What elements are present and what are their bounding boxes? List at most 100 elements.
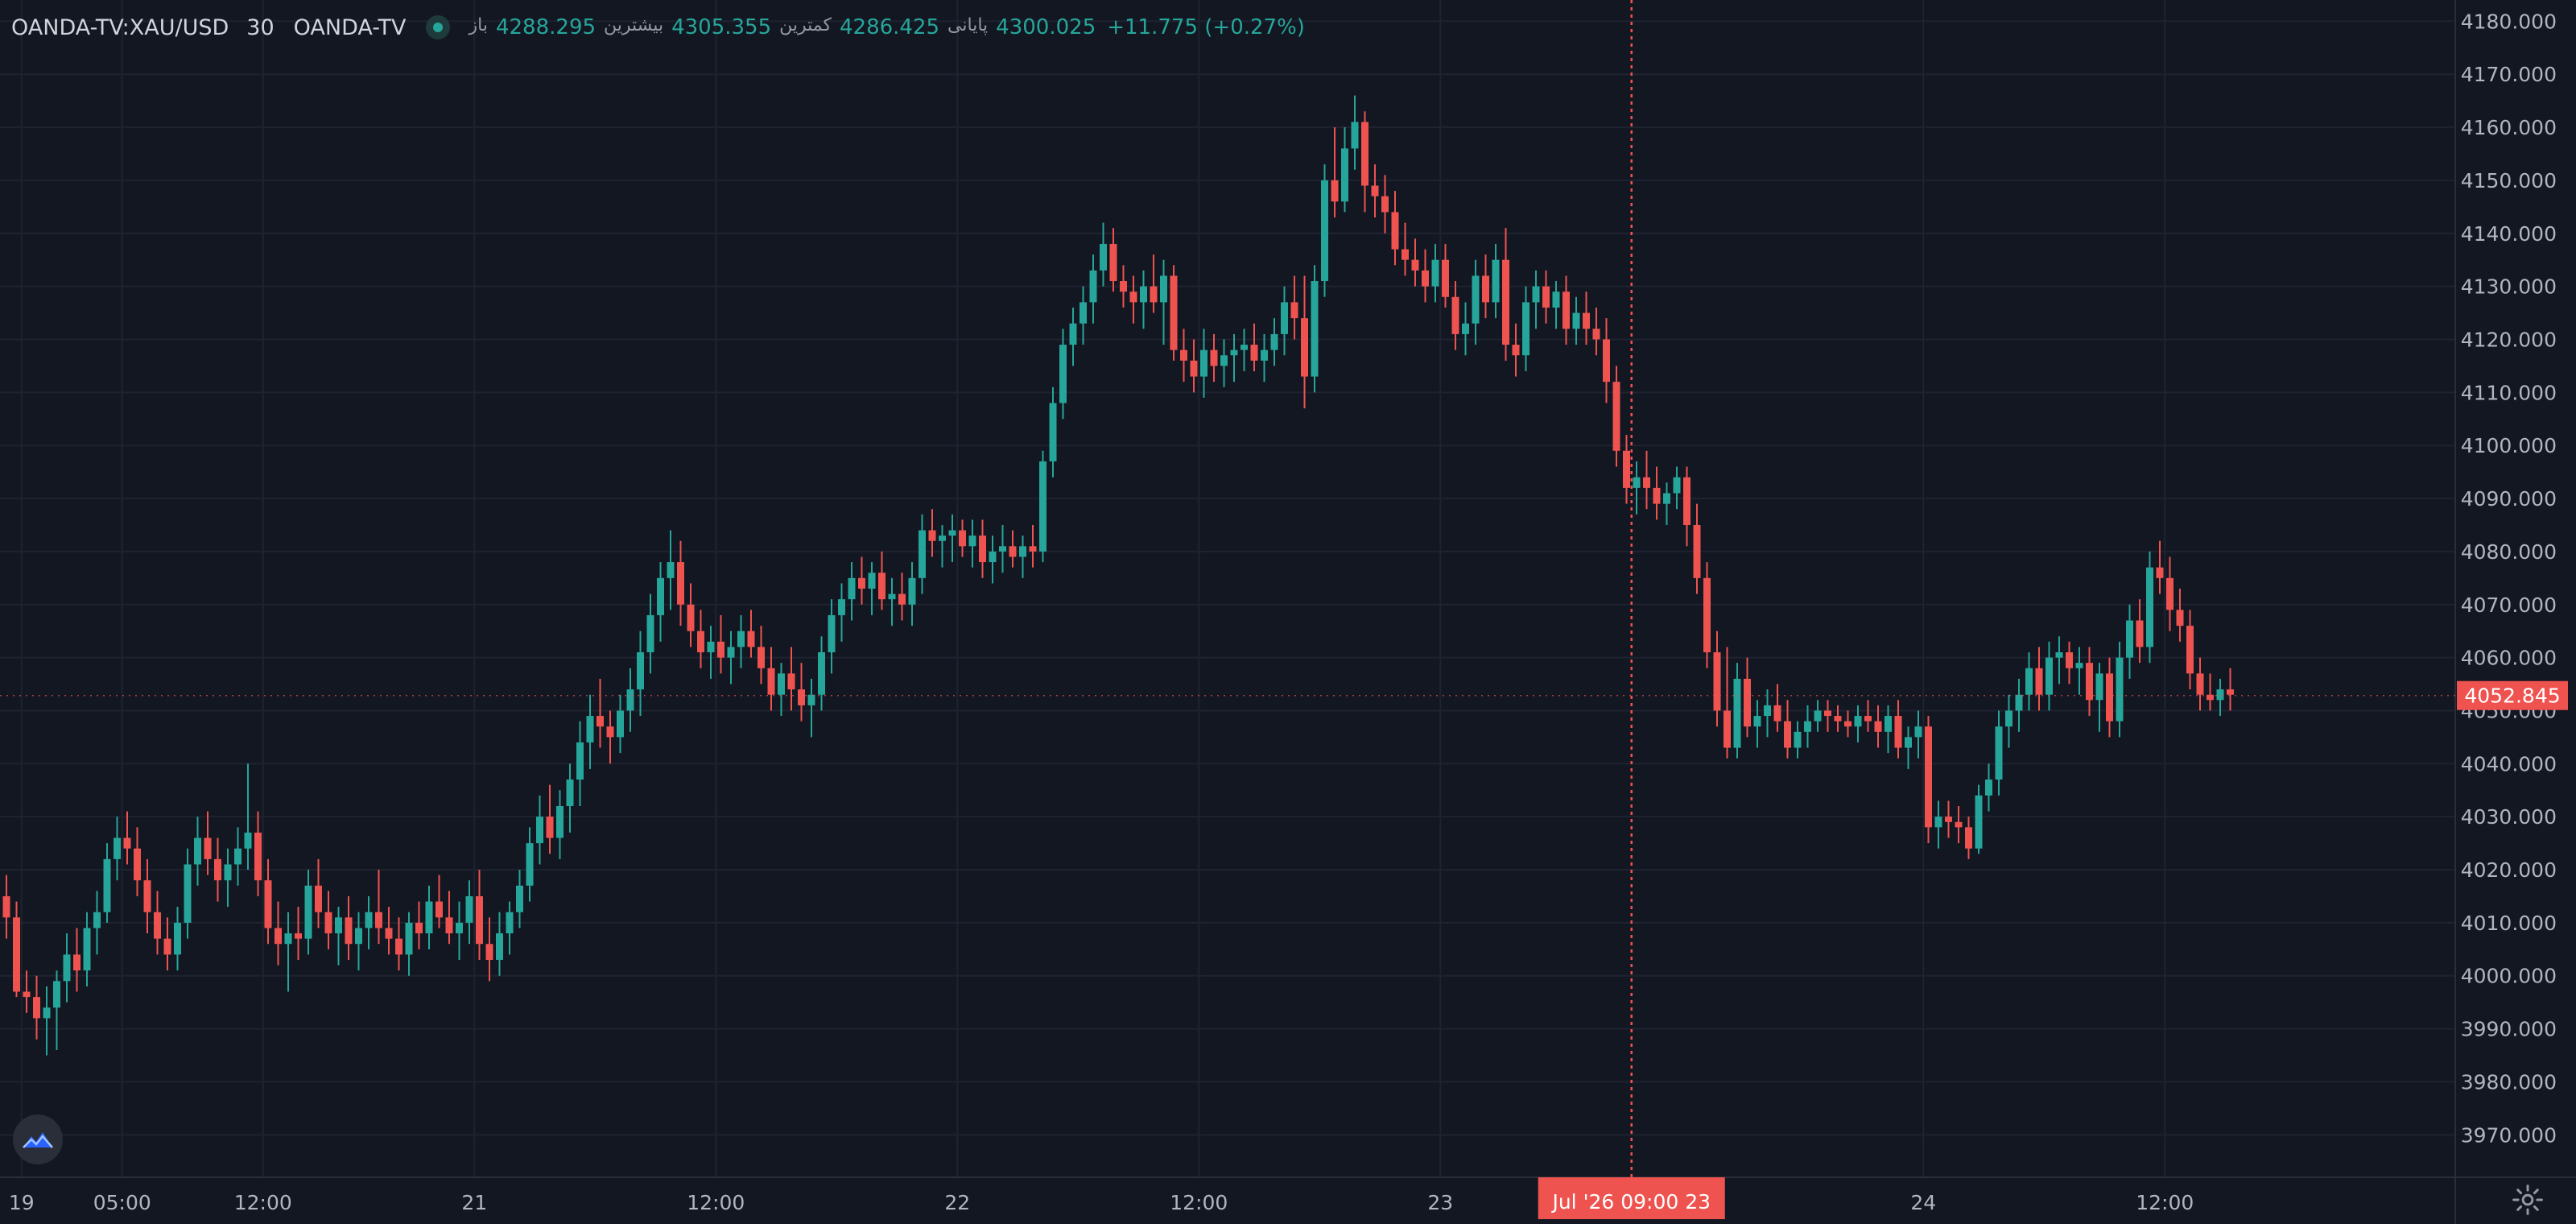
symbol-name[interactable]: OANDA-TV:XAU/USD	[11, 14, 229, 40]
candle-down	[33, 997, 40, 1019]
settings-gear-icon[interactable]	[2510, 1182, 2545, 1218]
candle-down	[1109, 243, 1117, 282]
candle-down	[2, 895, 10, 918]
candle-up	[807, 694, 815, 705]
candle-down	[1965, 827, 1972, 849]
timeframe-label[interactable]: 30	[246, 14, 275, 40]
candle-down	[1210, 349, 1218, 366]
crosshair-time-badge	[1538, 1177, 1725, 1219]
candle-up	[868, 573, 876, 589]
candle-up	[828, 614, 836, 653]
high-value: 4305.355	[671, 15, 772, 39]
y-tick-label: 4180.000	[2461, 10, 2557, 33]
candle-up	[456, 922, 463, 934]
candle-up	[1905, 737, 1912, 748]
candle-down	[134, 848, 141, 881]
candle-down	[677, 562, 684, 605]
candle-down	[1864, 716, 1872, 722]
candle-down	[1361, 122, 1368, 186]
x-tick-label: 24	[1910, 1191, 1936, 1214]
candle-up	[556, 806, 564, 838]
candle-down	[2186, 626, 2194, 674]
candle-up	[1522, 302, 1530, 356]
tradingview-logo-icon[interactable]	[13, 1114, 63, 1164]
candle-up	[737, 631, 745, 647]
candle-up	[1934, 817, 1942, 828]
candle-down	[2106, 673, 2113, 722]
candle-down	[878, 573, 886, 600]
candle-down	[787, 673, 795, 690]
y-tick-label: 3980.000	[2461, 1070, 2557, 1094]
candle-up	[355, 928, 362, 945]
candle-up	[999, 546, 1006, 552]
candle-down	[1502, 259, 1509, 345]
candle-down	[275, 928, 282, 945]
candle-up	[184, 864, 192, 923]
candle-up	[2116, 657, 2124, 722]
candle-up	[1049, 403, 1057, 461]
candle-down	[1331, 180, 1339, 202]
candle-up	[244, 832, 252, 849]
candle-down	[1422, 270, 1429, 287]
candle-up	[516, 885, 523, 912]
x-tick-label: 12:00	[1170, 1191, 1228, 1214]
last-price-label: 4052.845	[2464, 684, 2560, 708]
candle-down	[1643, 477, 1650, 488]
candle-up	[2055, 652, 2063, 658]
candle-down	[1653, 487, 1661, 504]
x-tick-label: 22	[944, 1191, 970, 1214]
candle-up	[1854, 716, 1862, 727]
close-label: پایانی	[947, 15, 989, 35]
candle-up	[939, 536, 946, 541]
candle-up	[586, 716, 594, 742]
candle-down	[1724, 710, 1731, 748]
candle-up	[1492, 259, 1500, 303]
x-tick-label: 12:00	[234, 1191, 292, 1214]
x-tick-label: 21	[461, 1191, 487, 1214]
candle-up	[818, 652, 825, 695]
candle-down	[436, 901, 443, 918]
candle-up	[224, 864, 232, 881]
candle-down	[1925, 726, 1932, 828]
candle-down	[315, 885, 322, 912]
candle-down	[1512, 345, 1520, 356]
x-tick-label: 12:00	[2136, 1191, 2194, 1214]
open-label: باز	[469, 15, 488, 35]
candle-up	[778, 673, 785, 695]
candle-up	[1733, 678, 1741, 748]
market-status-icon[interactable]	[425, 15, 450, 39]
y-tick-label: 4010.000	[2461, 912, 2557, 935]
candle-down	[606, 726, 614, 738]
candle-up	[2216, 689, 2224, 701]
candle-up	[1261, 349, 1268, 361]
candle-down	[1542, 286, 1550, 308]
candle-down	[123, 837, 131, 849]
candle-up	[234, 848, 242, 865]
candle-down	[2207, 694, 2214, 701]
y-tick-label: 4130.000	[2461, 275, 2557, 299]
candle-up	[526, 843, 534, 886]
candle-up	[1431, 259, 1439, 287]
candle-down	[1482, 275, 1489, 303]
candle-down	[2066, 652, 2073, 668]
candle-up	[1089, 270, 1097, 303]
candle-down	[1623, 450, 1630, 488]
candle-up	[1753, 716, 1761, 727]
candle-up	[1140, 286, 1147, 303]
symbol-legend: OANDA-TV:XAU/USD 30 OANDA-TV باز 4288.29…	[11, 11, 1305, 43]
ohlc-values: باز 4288.295 بیشترین 4305.355 کمترین 428…	[469, 15, 1096, 39]
candle-up	[1462, 323, 1469, 334]
candle-down	[1713, 652, 1721, 711]
candle-up	[1914, 726, 1922, 738]
candle-up	[968, 536, 976, 547]
candle-up	[1885, 716, 1892, 732]
candle-up	[637, 652, 644, 690]
candle-down	[1180, 349, 1187, 361]
candle-down	[1583, 312, 1590, 329]
candle-up	[1351, 122, 1359, 149]
candle-up	[1311, 281, 1319, 377]
candle-down	[1945, 817, 1952, 822]
y-tick-label: 4030.000	[2461, 805, 2557, 829]
